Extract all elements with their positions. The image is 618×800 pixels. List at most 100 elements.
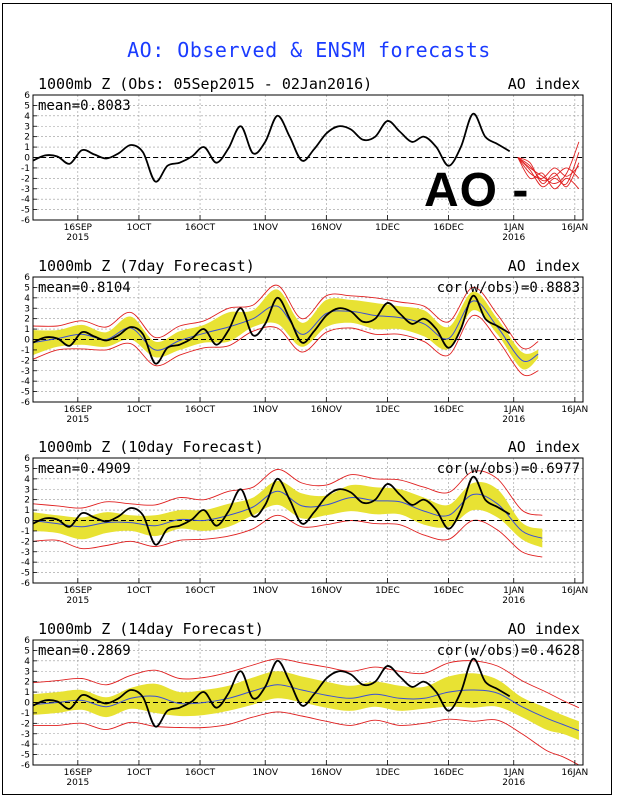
x-tick-label: 16DEC xyxy=(433,405,463,415)
x-tick-year: 2016 xyxy=(502,233,525,243)
x-tick-year: 2016 xyxy=(502,415,525,425)
mean-annotation: mean=0.8104 xyxy=(38,280,131,296)
y-tick-label: 2 xyxy=(24,496,30,506)
x-tick-label: 16NOV xyxy=(311,223,343,233)
x-tick-label: 16NOV xyxy=(311,768,343,778)
x-tick-label: 1JAN xyxy=(503,223,524,233)
correlation-annotation: cor(w/obs)=0.4628 xyxy=(437,643,580,659)
y-tick-label: -2 xyxy=(21,719,30,729)
x-tick-label: 1JAN xyxy=(503,405,524,415)
y-tick-label: 6 xyxy=(24,454,30,464)
ao-panel-2: 1000mb Z (7day Forecast) AO index mean=0.8… xyxy=(21,257,588,425)
y-tick-label: 5 xyxy=(24,283,30,293)
x-tick-label: 16SEP xyxy=(64,768,93,778)
y-tick-label: 2 xyxy=(24,315,30,325)
x-tick-year: 2016 xyxy=(502,596,525,606)
panel-title: 1000mb Z (10day Forecast) xyxy=(38,438,264,456)
ensemble-mean-line xyxy=(32,684,580,732)
y-tick-label: -5 xyxy=(21,751,30,761)
x-tick-label: 1OCT xyxy=(127,223,152,233)
y-tick-label: 4 xyxy=(24,475,30,485)
figure-title: AO: Observed & ENSM forecasts xyxy=(127,38,491,62)
x-tick-year: 2015 xyxy=(66,778,89,788)
ao-overlay-label: AO - xyxy=(424,164,530,217)
y-tick-label: -2 xyxy=(21,174,30,184)
panel-title: 1000mb Z (14day Forecast) xyxy=(38,620,264,638)
y-tick-label: 3 xyxy=(24,304,30,314)
y-tick-label: 5 xyxy=(24,646,30,656)
observed-line xyxy=(32,475,511,546)
mean-annotation: mean=0.8083 xyxy=(38,98,131,114)
y-tick-label: 1 xyxy=(24,506,30,516)
x-tick-label: 1JAN xyxy=(503,768,524,778)
panel-index-label: AO index xyxy=(508,257,580,275)
x-tick-label: 16SEP xyxy=(64,223,93,233)
member-envelope-line xyxy=(32,711,580,766)
x-tick-label: 16DEC xyxy=(433,586,463,596)
y-tick-label: 3 xyxy=(24,122,30,132)
y-tick-label: -6 xyxy=(21,398,30,408)
member-envelope-line xyxy=(32,284,539,350)
x-tick-label: 1JAN xyxy=(503,586,524,596)
member-envelope-line xyxy=(32,658,580,709)
ao-panel-1: 1000mb Z (Obs: 05Sep2015 - 02Jan2016) AO … xyxy=(21,75,588,243)
x-tick-label: 16DEC xyxy=(433,223,463,233)
y-tick-label: -5 xyxy=(21,206,30,216)
panel-index-label: AO index xyxy=(508,620,580,638)
x-tick-label: 16JAN xyxy=(561,768,588,778)
ensemble-spread-band xyxy=(33,671,579,740)
mean-annotation: mean=0.4909 xyxy=(38,461,131,477)
member-forecast-line xyxy=(517,152,580,188)
member-envelope-line xyxy=(32,314,539,377)
x-tick-label: 16SEP xyxy=(64,586,93,596)
y-tick-label: 6 xyxy=(24,273,30,283)
y-tick-label: -4 xyxy=(21,558,30,568)
x-tick-label: 1DEC xyxy=(375,223,400,233)
x-tick-label: 1OCT xyxy=(127,586,152,596)
y-tick-label: 5 xyxy=(24,101,30,111)
member-forecast-line xyxy=(517,157,580,190)
y-tick-label: 3 xyxy=(24,485,30,495)
x-tick-label: 16OCT xyxy=(185,405,216,415)
y-tick-label: -6 xyxy=(21,579,30,589)
panel-title: 1000mb Z (7day Forecast) xyxy=(38,257,255,275)
x-tick-label: 16OCT xyxy=(185,586,216,596)
x-tick-label: 16OCT xyxy=(185,768,216,778)
y-tick-label: -2 xyxy=(21,356,30,366)
y-tick-label: -4 xyxy=(21,377,30,387)
x-tick-label: 16NOV xyxy=(311,405,343,415)
x-tick-label: 16JAN xyxy=(561,586,588,596)
y-tick-label: -4 xyxy=(21,740,30,750)
y-tick-label: -6 xyxy=(21,216,30,226)
y-tick-label: -5 xyxy=(21,388,30,398)
x-tick-year: 2015 xyxy=(66,415,89,425)
y-tick-label: -5 xyxy=(21,569,30,579)
y-tick-label: 2 xyxy=(24,678,30,688)
member-forecast-line xyxy=(517,157,580,188)
x-tick-year: 2016 xyxy=(502,778,525,788)
y-tick-label: -1 xyxy=(21,527,30,537)
y-tick-label: -4 xyxy=(21,195,30,205)
ensemble-mean-line xyxy=(32,300,539,362)
y-tick-label: 4 xyxy=(24,112,30,122)
x-tick-label: 1OCT xyxy=(127,405,152,415)
x-tick-label: 16SEP xyxy=(64,405,93,415)
y-tick-label: 0 xyxy=(24,336,30,346)
member-forecast-line xyxy=(517,157,580,182)
observed-line xyxy=(32,294,511,365)
y-tick-label: 1 xyxy=(24,143,30,153)
x-tick-label: 1NOV xyxy=(252,586,278,596)
y-tick-label: 6 xyxy=(24,636,30,646)
ao-panel-4: 1000mb Z (14day Forecast) AO index mean=0.… xyxy=(21,620,588,788)
observed-line xyxy=(32,657,511,728)
panel-index-label: AO index xyxy=(508,75,580,93)
y-tick-label: 1 xyxy=(24,325,30,335)
observed-line xyxy=(32,112,511,183)
correlation-annotation: cor(w/obs)=0.8883 xyxy=(437,280,580,296)
y-tick-label: 3 xyxy=(24,667,30,677)
y-tick-label: 0 xyxy=(24,699,30,709)
y-tick-label: 0 xyxy=(24,154,30,164)
y-tick-label: -3 xyxy=(21,367,30,377)
y-tick-label: 2 xyxy=(24,133,30,143)
